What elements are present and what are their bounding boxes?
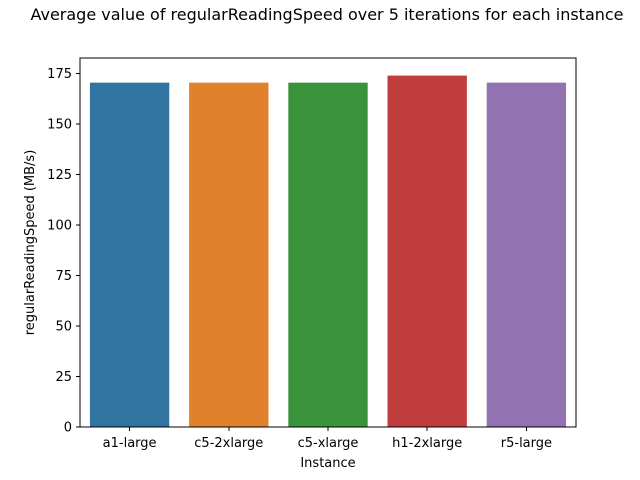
- bar-r5-large: [486, 82, 567, 428]
- x-tick-label: r5-large: [501, 436, 552, 451]
- bar-h1-2xlarge: [387, 75, 467, 428]
- y-tick-label: 100: [47, 219, 72, 234]
- plot-area: 0 25 50 75 100 125 150 175 a1-large c5-2xlarge c5…: [47, 57, 577, 451]
- x-tick-label: c5-2xlarge: [194, 436, 263, 451]
- x-tick-label: h1-2xlarge: [392, 436, 462, 451]
- y-axis: 0 25 50 75 100 125 150 175: [47, 67, 80, 436]
- bar-c5-xlarge: [288, 82, 368, 428]
- y-tick-label: 150: [47, 118, 72, 133]
- y-tick-label: 125: [47, 168, 72, 183]
- bar-a1-large: [89, 82, 170, 428]
- plot-frame: [79, 57, 577, 428]
- y-tick-label: 75: [55, 269, 72, 284]
- bars: [89, 75, 567, 428]
- chart-title: Average value of regularReadingSpeed ove…: [30, 5, 623, 24]
- x-tick-label: c5-xlarge: [298, 436, 359, 451]
- bar-c5-2xlarge: [189, 82, 269, 428]
- x-axis-label: Instance: [300, 456, 355, 471]
- y-tick-label: 175: [47, 67, 72, 82]
- y-tick-label: 25: [55, 370, 72, 385]
- y-tick-label: 50: [55, 320, 72, 335]
- x-axis: a1-large c5-2xlarge c5-xlarge h1-2xlarge r5-…: [103, 427, 552, 451]
- y-tick-label: 0: [64, 421, 72, 436]
- x-tick-label: a1-large: [103, 436, 157, 451]
- y-axis-label: regularReadingSpeed (MB/s): [23, 150, 38, 336]
